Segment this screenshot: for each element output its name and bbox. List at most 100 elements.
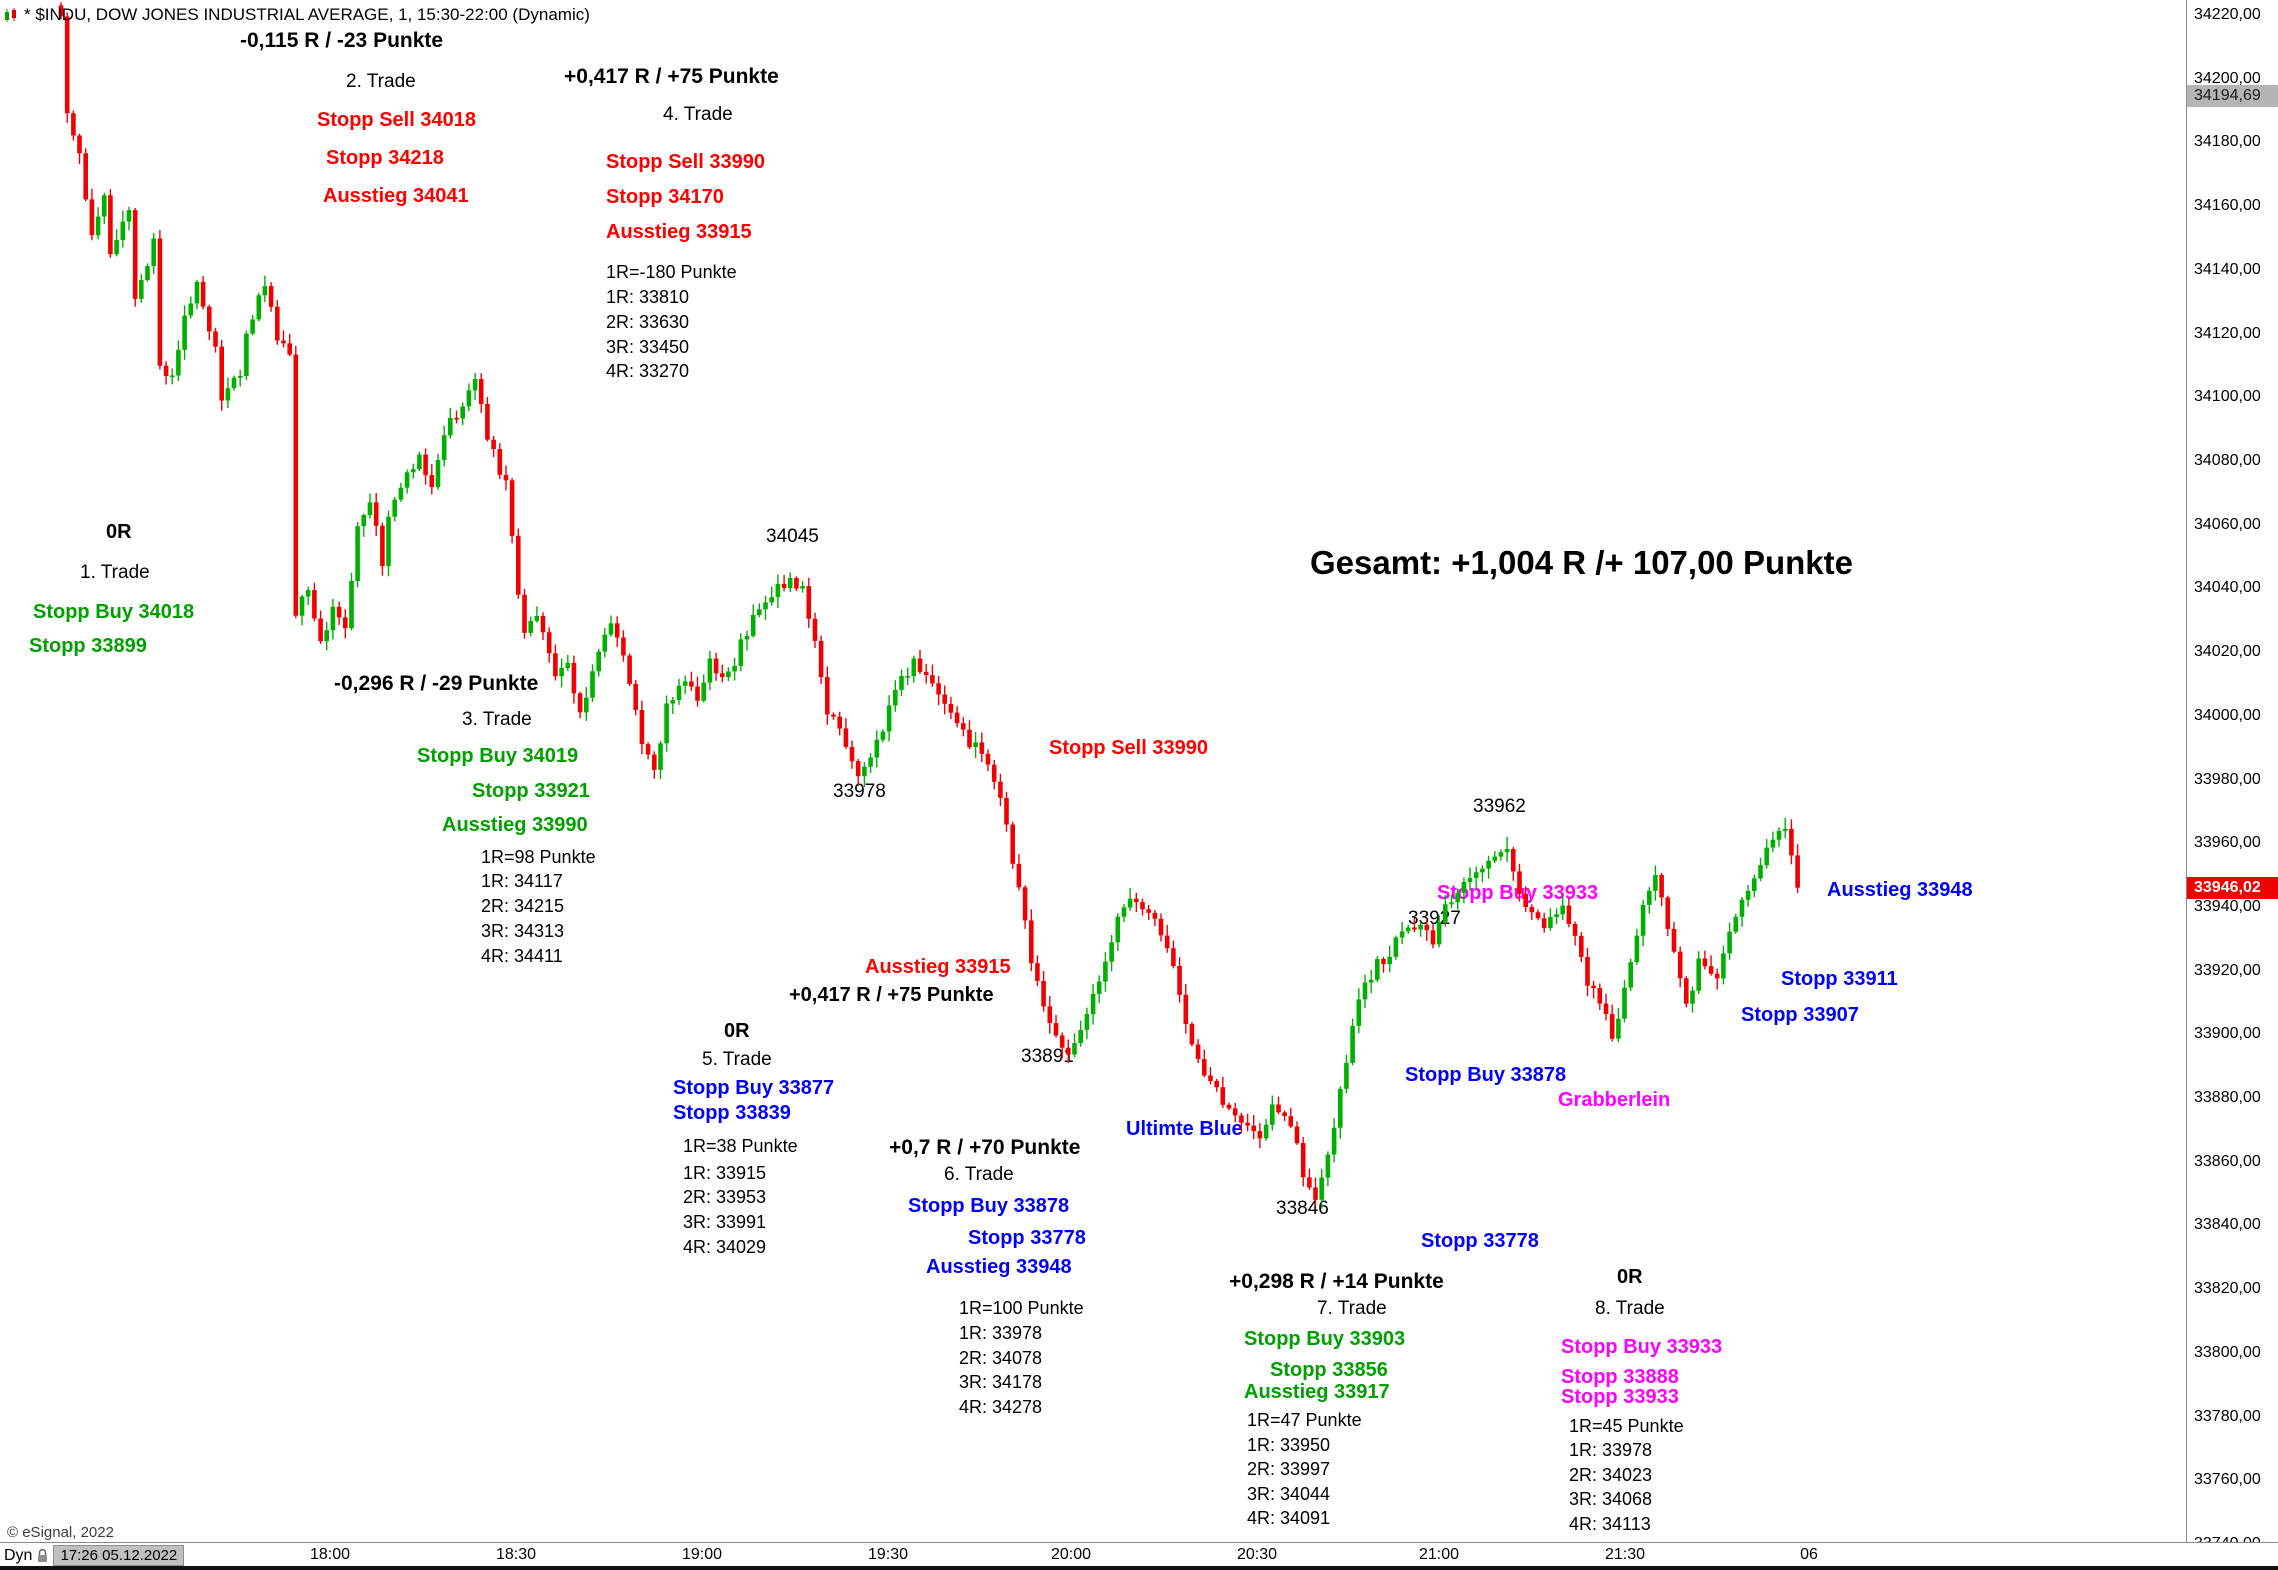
chart-annotation[interactable]: Ausstieg 33948 (926, 1256, 1072, 1278)
chart-annotation[interactable]: Ausstieg 33915 (865, 956, 1011, 978)
lock-icon[interactable] (36, 1548, 49, 1564)
chart-annotation[interactable]: Stopp 33921 (472, 780, 590, 802)
candle-body (299, 596, 305, 616)
chart-annotation[interactable]: 4. Trade (663, 104, 733, 125)
price-axis[interactable]: 34220,00 34200,00 34180,00 34160,00 34140,00… (2186, 0, 2278, 1552)
chart-annotation[interactable]: 33891 (1021, 1046, 1074, 1067)
chart-annotation[interactable]: Ausstieg 34041 (323, 185, 469, 207)
chart-annotation[interactable]: 1R: 33978 (959, 1323, 1043, 1343)
candle-body (343, 617, 348, 629)
chart-annotation[interactable]: 4R: 34278 (959, 1397, 1043, 1417)
chart-annotation[interactable]: Ausstieg 33948 (1827, 879, 1973, 901)
chart-annotation[interactable]: 1R: 33978 (1569, 1440, 1653, 1460)
chart-annotation[interactable]: +0,7 R / +70 Punkte (889, 1136, 1081, 1159)
chart-annotation[interactable]: 33978 (833, 781, 886, 802)
chart-annotation[interactable]: 4R: 34029 (683, 1237, 767, 1257)
chart-annotation[interactable]: 4R: 34091 (1247, 1508, 1331, 1528)
chart-annotation[interactable]: 3R: 34313 (481, 921, 565, 941)
annotation-layer: -0,115 R / -23 Punkte 2. Trade Stopp Sell … (29, 29, 1973, 1534)
chart-annotation[interactable]: Stopp Buy 33903 (1244, 1328, 1406, 1350)
candle-body (738, 639, 744, 666)
dynamic-mode-label[interactable]: Dyn (4, 1546, 33, 1564)
chart-annotation[interactable]: Ausstieg 33990 (442, 814, 588, 836)
chart-annotation[interactable]: 1R: 33810 (606, 287, 690, 307)
chart-annotation[interactable]: 1R=45 Punkte (1569, 1416, 1684, 1436)
chart-annotation[interactable]: Stopp Buy 34018 (33, 601, 195, 623)
chart-annotation[interactable]: 4R: 34113 (1569, 1514, 1651, 1534)
chart-annotation[interactable]: 0R (1617, 1266, 1643, 1288)
candle-body (1535, 912, 1541, 919)
chart-annotation[interactable]: 3R: 34044 (1247, 1484, 1331, 1504)
time-axis[interactable]: Dyn 17:26 05.12.2022 18:00 18:30 19:00 19:3… (0, 1542, 2278, 1567)
chart-annotation[interactable]: Stopp 33911 (1781, 968, 1898, 990)
candle-body (1029, 920, 1034, 964)
chart-annotation[interactable]: 4R: 33270 (606, 361, 690, 381)
chart-annotation[interactable]: 8. Trade (1595, 1298, 1665, 1319)
chart-annotation[interactable]: 1R: 34117 (481, 871, 563, 891)
chart-annotation[interactable]: Ausstieg 33917 (1244, 1381, 1390, 1403)
chart-annotation[interactable]: -0,296 R / -29 Punkte (334, 672, 539, 695)
chart-annotation[interactable]: Stopp 33778 (968, 1227, 1086, 1249)
chart-annotation[interactable]: 1R=98 Punkte (481, 847, 596, 867)
chart-annotation[interactable]: 1R=38 Punkte (683, 1136, 798, 1156)
chart-annotation[interactable]: +0,417 R / +75 Punkte (789, 984, 994, 1006)
chart-annotation[interactable]: Stopp Buy 34019 (417, 745, 579, 767)
chart-annotation[interactable]: 2R: 34215 (481, 896, 565, 916)
chart-annotation[interactable]: 1R=-180 Punkte (606, 262, 737, 282)
chart-annotation[interactable]: +0,298 R / +14 Punkte (1229, 1270, 1444, 1293)
chart-annotation[interactable]: 5. Trade (702, 1049, 772, 1070)
chart-annotation[interactable]: Stopp 33856 (1270, 1359, 1388, 1381)
candle-body (287, 343, 292, 355)
chart-annotation[interactable]: Stopp 33907 (1741, 1004, 1859, 1026)
chart-annotation[interactable]: +0,417 R / +75 Punkte (564, 65, 779, 88)
chart-annotation[interactable]: 3R: 33450 (606, 337, 690, 357)
chart-annotation[interactable]: Stopp 34218 (326, 147, 444, 169)
chart-annotation[interactable]: 2R: 34023 (1569, 1465, 1653, 1485)
chart-annotation[interactable]: Grabberlein (1558, 1089, 1671, 1111)
chart-annotation[interactable]: Stopp 34170 (606, 186, 724, 208)
chart-annotation[interactable]: Stopp 33933 (1561, 1386, 1679, 1408)
chart-annotation[interactable]: Stopp Buy 33878 (908, 1195, 1070, 1217)
candle-body (1579, 935, 1584, 957)
candle-body (652, 754, 657, 770)
chart-annotation[interactable]: Gesamt: +1,004 R /+ 107,00 Punkte (1310, 544, 1853, 581)
chart-annotation[interactable]: Stopp 33778 (1421, 1230, 1539, 1252)
chart-annotation[interactable]: 34045 (766, 526, 819, 547)
chart-annotation[interactable]: Stopp 33839 (673, 1102, 791, 1124)
chart-annotation[interactable]: Ausstieg 33915 (606, 221, 752, 243)
chart-annotation[interactable]: 2R: 33997 (1247, 1459, 1331, 1479)
chart-annotation[interactable]: Stopp 33899 (29, 635, 147, 657)
chart-annotation[interactable]: 3R: 34178 (959, 1372, 1043, 1392)
chart-annotation[interactable]: 1R=47 Punkte (1247, 1410, 1362, 1430)
chart-annotation[interactable]: Stopp Sell 33990 (1049, 737, 1208, 759)
candlestick-chart[interactable] (0, 0, 2186, 1542)
chart-annotation[interactable]: Ultimte Blue (1126, 1118, 1243, 1140)
chart-annotation[interactable]: 33962 (1473, 796, 1526, 817)
chart-annotation[interactable]: Stopp 33888 (1561, 1366, 1679, 1388)
chart-annotation[interactable]: 0R (724, 1020, 750, 1042)
chart-annotation[interactable]: Stopp Buy 33878 (1405, 1064, 1567, 1086)
chart-annotation[interactable]: -0,115 R / -23 Punkte (240, 29, 444, 52)
chart-annotation[interactable]: 1. Trade (80, 562, 150, 583)
chart-annotation[interactable]: 3R: 33991 (683, 1212, 767, 1232)
price-axis-label: 34040,00 (2194, 579, 2261, 597)
candle-body (843, 728, 849, 747)
chart-annotation[interactable]: 3R: 34068 (1569, 1489, 1653, 1509)
chart-annotation[interactable]: Stopp Buy 33877 (673, 1077, 835, 1099)
chart-annotation[interactable]: 2R: 33630 (606, 312, 690, 332)
chart-annotation[interactable]: 2. Trade (346, 71, 416, 92)
chart-annotation[interactable]: 2R: 34078 (959, 1348, 1043, 1368)
chart-annotation[interactable]: 7. Trade (1317, 1298, 1387, 1319)
chart-annotation[interactable]: Stopp Sell 34018 (317, 109, 476, 131)
chart-annotation[interactable]: Stopp Sell 33990 (606, 151, 765, 173)
chart-annotation[interactable]: Stopp Buy 33933 (1561, 1336, 1723, 1358)
chart-annotation[interactable]: 1R: 33950 (1247, 1435, 1331, 1455)
chart-annotation[interactable]: 1R: 33915 (683, 1163, 767, 1183)
chart-annotation[interactable]: 4R: 34411 (481, 946, 563, 966)
chart-annotation[interactable]: 3. Trade (462, 709, 532, 730)
chart-annotation[interactable]: 0R (106, 521, 132, 543)
chart-annotation[interactable]: 1R=100 Punkte (959, 1298, 1084, 1318)
chart-annotation[interactable]: 2R: 33953 (683, 1187, 767, 1207)
candle-body (386, 516, 391, 567)
chart-annotation[interactable]: 6. Trade (944, 1164, 1014, 1185)
